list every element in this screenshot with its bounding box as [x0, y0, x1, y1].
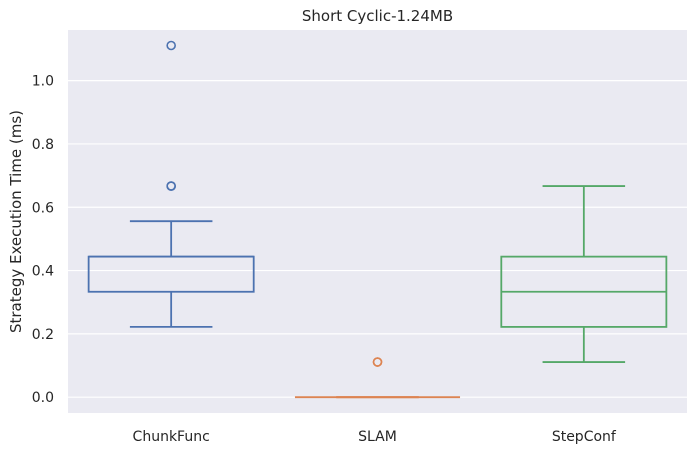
outlier-point	[372, 357, 383, 367]
y-tick-label: 1.0	[32, 74, 54, 90]
outlier-point	[166, 181, 176, 191]
y-axis-ticks: 0.0 0.2 0.4 0.6 0.8 1.0	[32, 74, 54, 407]
box-series	[87, 40, 668, 399]
box-group-slam	[294, 357, 461, 399]
x-axis-ticks: ChunkFunc SLAM StepConf	[133, 429, 617, 445]
chart-title: Short Cyclic-1.24MB	[302, 7, 453, 25]
x-tick-label: StepConf	[552, 429, 617, 445]
box-group-chunkfunc	[87, 40, 255, 328]
y-tick-label: 0.4	[32, 264, 54, 280]
y-tick-label: 0.6	[32, 200, 54, 216]
grid-lines	[68, 80, 687, 398]
x-tick-label: SLAM	[358, 429, 397, 445]
y-tick-label: 0.2	[32, 327, 54, 343]
x-tick-label: ChunkFunc	[133, 429, 210, 445]
outlier-point	[166, 40, 176, 51]
y-tick-label: 0.8	[32, 137, 54, 153]
y-tick-label: 0.0	[32, 390, 54, 406]
box-group-stepconf	[500, 185, 668, 363]
y-axis-label: Strategy Execution Time (ms)	[7, 110, 25, 333]
